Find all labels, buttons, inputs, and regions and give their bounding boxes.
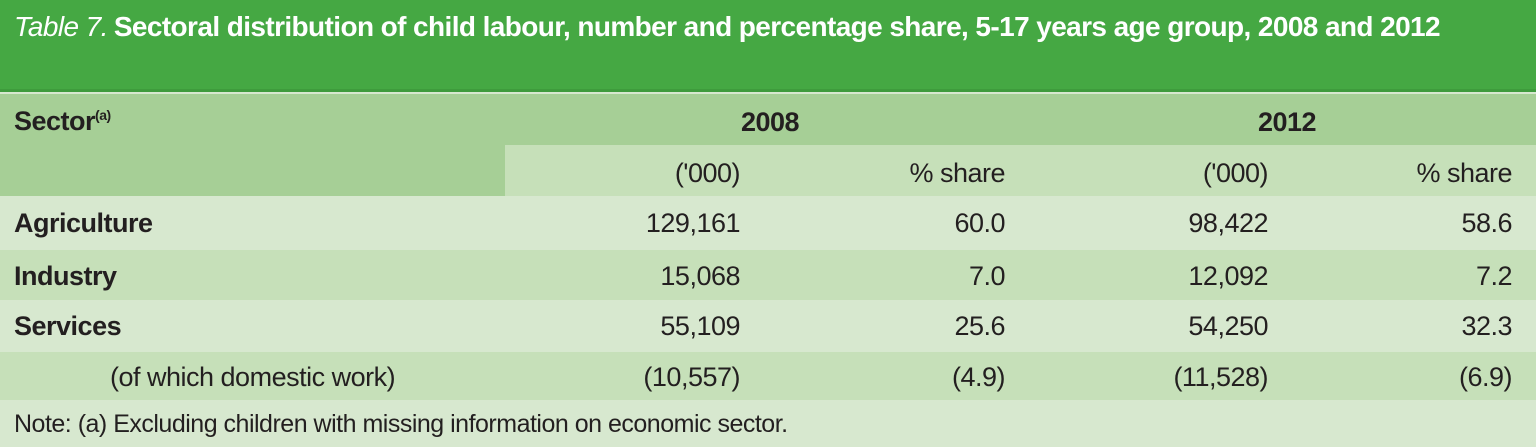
table-row: (of which domestic work) (10,557) (4.9) … — [0, 352, 1536, 400]
row-sector: Industry — [14, 261, 117, 291]
cell-2008-share: 25.6 — [954, 311, 1005, 341]
subheader-row: ('000) % share ('000) % share — [0, 145, 1536, 196]
cell-2012-share: 32.3 — [1461, 311, 1512, 341]
cell-2012-number: 98,422 — [1188, 208, 1268, 238]
row-sector: (of which domestic work) — [110, 362, 396, 392]
cell-2012-number: (11,528) — [1173, 362, 1268, 392]
year-2008-header: 2008 — [741, 107, 800, 137]
sector-header: Sector(a) — [14, 108, 111, 135]
unit-2012-number: ('000) — [1202, 158, 1269, 188]
cell-2008-number: 55,109 — [660, 311, 740, 341]
table-row: Agriculture 129,161 60.0 98,422 58.6 — [0, 196, 1536, 250]
cell-2008-share: 7.0 — [968, 261, 1006, 291]
table-row: Industry 15,068 7.0 12,092 7.2 — [0, 250, 1536, 300]
row-sector: Agriculture — [14, 208, 153, 238]
table-title: Table 7. Sectoral distribution of child l… — [0, 0, 1536, 92]
cell-2012-share: 7.2 — [1475, 261, 1513, 291]
cell-2012-share: (6.9) — [1458, 362, 1513, 392]
table-number: Table 7. — [14, 11, 108, 42]
cell-2012-share: 58.6 — [1461, 208, 1512, 238]
unit-2012-share: % share — [1416, 158, 1512, 188]
cell-2008-number: (10,557) — [643, 362, 740, 392]
sector-footnote-marker: (a) — [95, 107, 111, 123]
cell-2008-share: (4.9) — [951, 362, 1006, 392]
sector-header-text: Sector — [14, 106, 96, 136]
cell-2008-share: 60.0 — [954, 208, 1005, 238]
table-note: Note: (a) Excluding children with missin… — [0, 400, 1536, 447]
row-sector: Services — [14, 311, 122, 341]
subheader-light-band — [505, 145, 1536, 196]
table-row: Services 55,109 25.6 54,250 32.3 — [0, 300, 1536, 352]
header-row: Sector(a) 2008 2012 — [0, 94, 1536, 145]
unit-2008-number: ('000) — [674, 158, 741, 188]
unit-2008-share: % share — [909, 158, 1005, 188]
cell-2008-number: 15,068 — [660, 261, 740, 291]
cell-2012-number: 12,092 — [1188, 261, 1268, 291]
table-title-text: Sectoral distribution of child labour, n… — [113, 11, 1441, 42]
year-2012-header: 2012 — [1258, 107, 1317, 137]
note-text: Note: (a) Excluding children with missin… — [14, 410, 788, 438]
cell-2012-number: 54,250 — [1188, 311, 1268, 341]
cell-2008-number: 129,161 — [645, 208, 741, 238]
